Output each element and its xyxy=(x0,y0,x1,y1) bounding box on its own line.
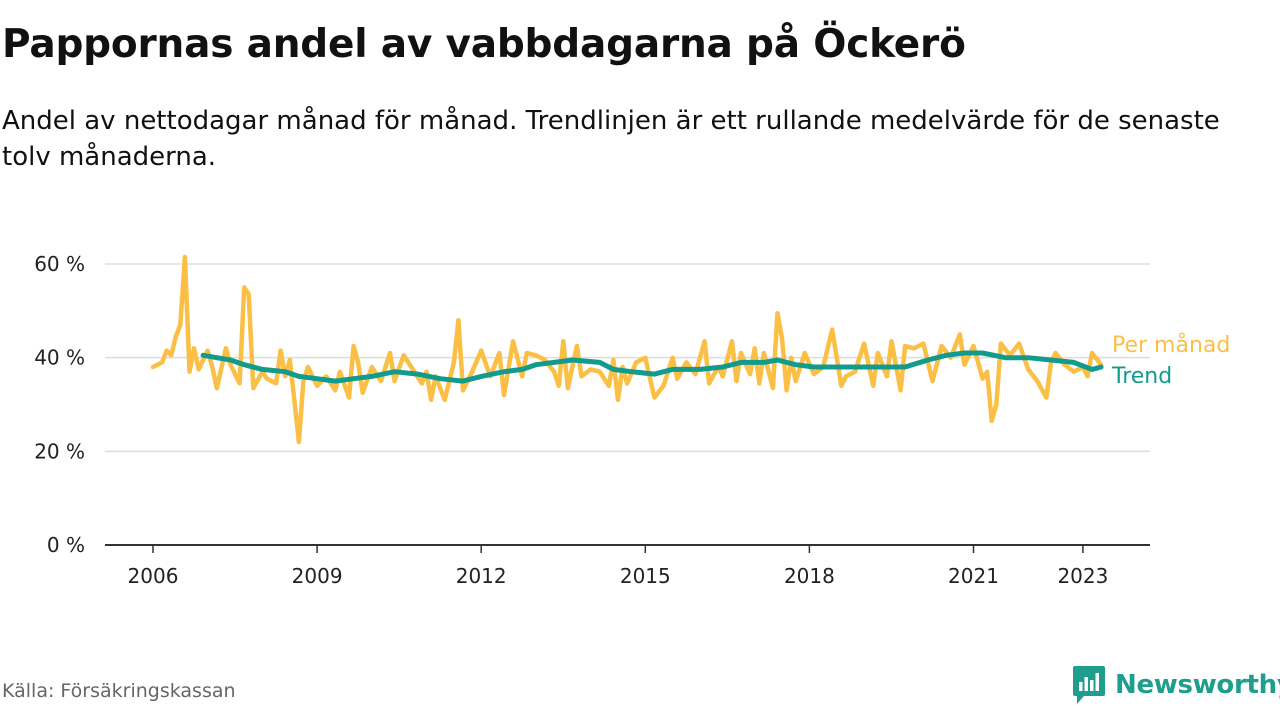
x-tick-label: 2021 xyxy=(948,564,999,588)
y-tick-label: 40 % xyxy=(34,346,85,370)
chart-subtitle: Andel av nettodagar månad för månad. Tre… xyxy=(2,106,1220,172)
series-line-trend xyxy=(200,350,1104,384)
y-tick-label: 60 % xyxy=(34,252,85,276)
newsworthy-logo-icon xyxy=(1073,666,1105,704)
x-tick-label: 2012 xyxy=(456,564,507,588)
legend-label-trend: Trend xyxy=(1111,364,1172,389)
legend: Per månad Trend xyxy=(1111,332,1230,389)
x-tick-label: 2023 xyxy=(1057,564,1108,588)
chart-title: Pappornas andel av vabbdagarna på Öckerö xyxy=(2,22,966,67)
series-lines xyxy=(150,254,1104,445)
x-tick-label: 2009 xyxy=(292,564,343,588)
source-note: Källa: Försäkringskassan xyxy=(2,680,236,702)
x-tick-label: 2018 xyxy=(784,564,835,588)
y-axis: 0 % 20 % 40 % 60 % xyxy=(34,252,85,557)
series-line-per-manad xyxy=(150,254,1104,445)
legend-label-per-manad: Per månad xyxy=(1112,332,1230,358)
y-tick-label: 0 % xyxy=(47,533,85,557)
x-tick-label: 2006 xyxy=(128,564,179,588)
brand-name: Newsworthy xyxy=(1115,670,1280,700)
y-tick-label: 20 % xyxy=(34,439,85,463)
x-axis: 2006 2009 2012 2015 2018 2021 2023 xyxy=(105,544,1150,588)
brand-logo: Newsworthy xyxy=(1072,664,1280,706)
x-tick-label: 2015 xyxy=(620,564,671,588)
